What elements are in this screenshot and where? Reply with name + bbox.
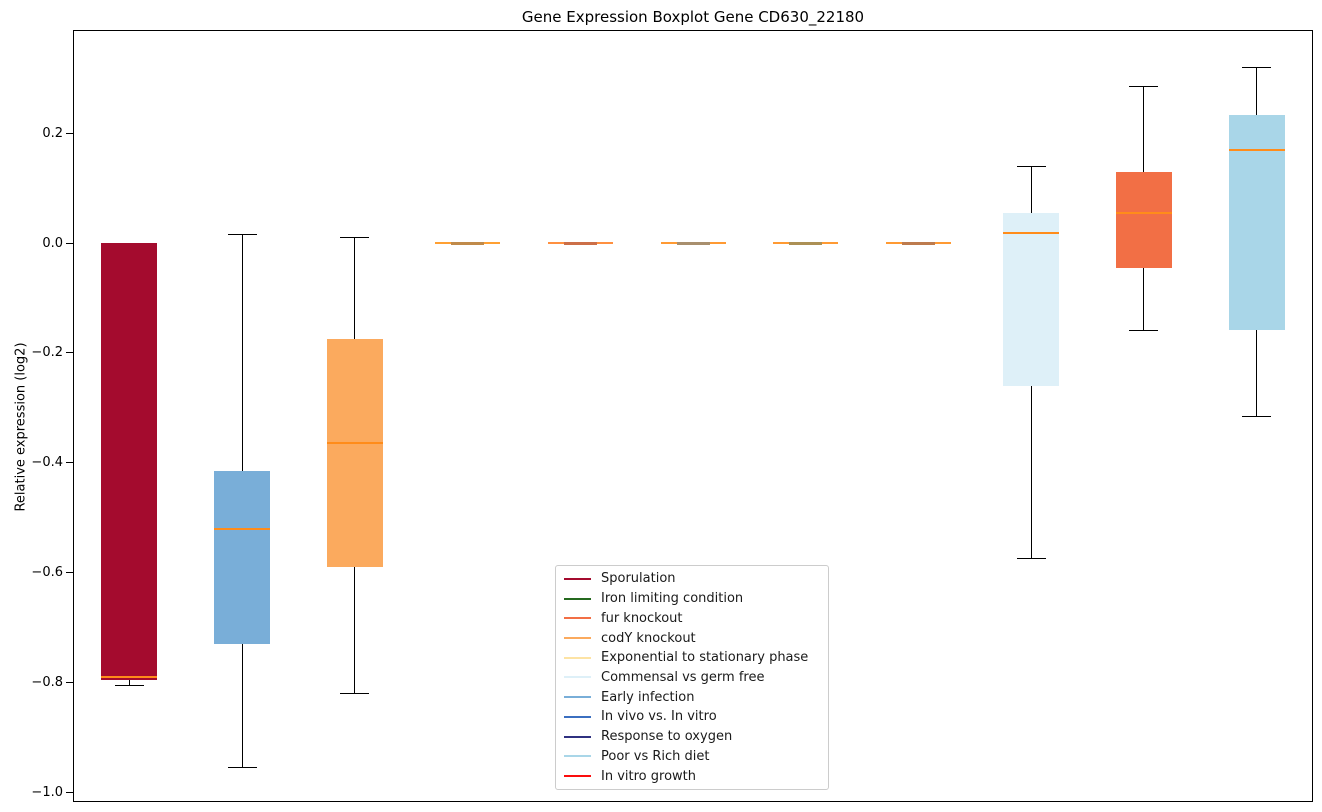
legend-item-exponential-to-stationary-phase: Exponential to stationary phase	[564, 649, 820, 667]
boxplot-upper-cap-poor-vs-rich-diet	[1242, 66, 1272, 68]
legend-item-in-vivo-vs-in-vitro: In vivo vs. In vitro	[564, 708, 820, 726]
boxplot-lower-cap-early-infection	[227, 766, 257, 768]
legend-label: Early infection	[601, 689, 695, 705]
boxplot-box-early-infection	[214, 470, 271, 644]
y-tick-label: −0.8	[31, 674, 63, 690]
legend-color-line	[564, 656, 591, 659]
y-tick-label: −0.4	[31, 455, 63, 471]
boxplot-lower-cap-sporulation	[114, 684, 144, 686]
boxplot-collapsed-box-in-vivo-vs-in-vitro	[676, 241, 710, 245]
boxplot-upper-cap-early-infection	[227, 234, 257, 236]
legend-color-line	[564, 617, 591, 620]
boxplot-collapsed-box-iron-limiting-condition	[789, 241, 823, 245]
boxplot-upper-cap-fur-knockout	[1129, 86, 1159, 88]
legend-color-line	[564, 696, 591, 699]
boxplot-box-poor-vs-rich-diet	[1228, 115, 1285, 330]
boxplot-upper-whisker-poor-vs-rich-diet	[1256, 67, 1258, 116]
y-tick-mark	[66, 242, 73, 244]
boxplot-median-commensal-vs-germ-free	[1003, 232, 1060, 235]
legend-color-line	[564, 755, 591, 758]
legend-label: Poor vs Rich diet	[601, 748, 710, 764]
boxplot-lower-whisker-cody-knockout	[354, 566, 356, 694]
legend-item-cody-knockout: codY knockout	[564, 629, 820, 647]
legend-color-line	[564, 715, 591, 718]
legend-label: codY knockout	[601, 630, 696, 646]
boxplot-upper-whisker-cody-knockout	[354, 237, 356, 340]
legend-item-commensal-vs-germ-free: Commensal vs germ free	[564, 668, 820, 686]
boxplot-median-poor-vs-rich-diet	[1228, 148, 1285, 151]
boxplot-lower-whisker-sporulation	[128, 679, 130, 686]
boxplot-lower-whisker-commensal-vs-germ-free	[1030, 385, 1032, 559]
boxplot-upper-cap-cody-knockout	[340, 237, 370, 239]
boxplot-median-cody-knockout	[326, 442, 383, 445]
boxplot-collapsed-box-response-to-oxygen	[901, 241, 935, 245]
y-axis-label: Relative expression (log2)	[13, 342, 29, 512]
legend-item-response-to-oxygen: Response to oxygen	[564, 728, 820, 746]
y-tick-label: 0.0	[42, 235, 63, 251]
legend-color-line	[564, 597, 591, 600]
y-tick-mark	[66, 791, 73, 793]
legend-item-iron-limiting-condition: Iron limiting condition	[564, 590, 820, 608]
boxplot-median-sporulation	[101, 675, 158, 678]
legend: Sporulation Iron limiting condition fur kn…	[555, 565, 829, 790]
legend-item-poor-vs-rich-diet: Poor vs Rich diet	[564, 747, 820, 765]
legend-color-line	[564, 577, 591, 580]
legend-label: In vivo vs. In vitro	[601, 709, 717, 725]
boxplot-median-fur-knockout	[1115, 211, 1172, 214]
boxplot-median-early-infection	[214, 527, 271, 530]
boxplot-box-commensal-vs-germ-free	[1003, 212, 1060, 386]
y-tick-mark	[66, 132, 73, 134]
legend-label: In vitro growth	[601, 768, 696, 784]
y-tick-mark	[66, 571, 73, 573]
y-tick-label: −0.2	[31, 345, 63, 361]
boxplot-lower-whisker-fur-knockout	[1143, 268, 1145, 331]
boxplot-lower-cap-fur-knockout	[1129, 330, 1159, 332]
legend-label: Exponential to stationary phase	[601, 650, 809, 666]
boxplot-box-fur-knockout	[1115, 171, 1172, 269]
y-tick-mark	[66, 681, 73, 683]
y-tick-mark	[66, 462, 73, 464]
y-tick-label: −1.0	[31, 784, 63, 800]
boxplot-upper-whisker-early-infection	[241, 234, 243, 471]
boxplot-upper-cap-commensal-vs-germ-free	[1016, 165, 1046, 167]
legend-color-line	[564, 735, 591, 738]
boxplot-collapsed-box-in-vitro-growth	[563, 241, 597, 245]
legend-label: Commensal vs germ free	[601, 669, 765, 685]
legend-item-sporulation: Sporulation	[564, 570, 820, 588]
y-tick-label: −0.6	[31, 564, 63, 580]
boxplot-box-sporulation	[101, 243, 158, 680]
boxplot-lower-whisker-early-infection	[241, 643, 243, 768]
boxplot-collapsed-box-exponential-to-stationary-phase	[451, 241, 485, 245]
legend-label: Iron limiting condition	[601, 591, 744, 607]
legend-color-line	[564, 676, 591, 679]
legend-color-line	[564, 637, 591, 640]
boxplot-upper-whisker-fur-knockout	[1143, 86, 1145, 172]
legend-item-in-vitro-growth: In vitro growth	[564, 767, 820, 785]
legend-label: fur knockout	[601, 610, 683, 626]
boxplot-lower-cap-cody-knockout	[340, 692, 370, 694]
legend-item-fur-knockout: fur knockout	[564, 609, 820, 627]
legend-label: Response to oxygen	[601, 729, 733, 745]
chart-title: Gene Expression Boxplot Gene CD630_22180	[521, 8, 865, 26]
legend-item-early-infection: Early infection	[564, 688, 820, 706]
y-tick-label: 0.2	[42, 125, 63, 141]
y-tick-mark	[66, 352, 73, 354]
boxplot-box-cody-knockout	[326, 339, 383, 567]
legend-color-line	[564, 775, 591, 778]
boxplot-lower-whisker-poor-vs-rich-diet	[1256, 329, 1258, 416]
legend-label: Sporulation	[601, 571, 676, 587]
boxplot-upper-whisker-commensal-vs-germ-free	[1030, 166, 1032, 213]
boxplot-lower-cap-poor-vs-rich-diet	[1242, 415, 1272, 417]
boxplot-lower-cap-commensal-vs-germ-free	[1016, 558, 1046, 560]
